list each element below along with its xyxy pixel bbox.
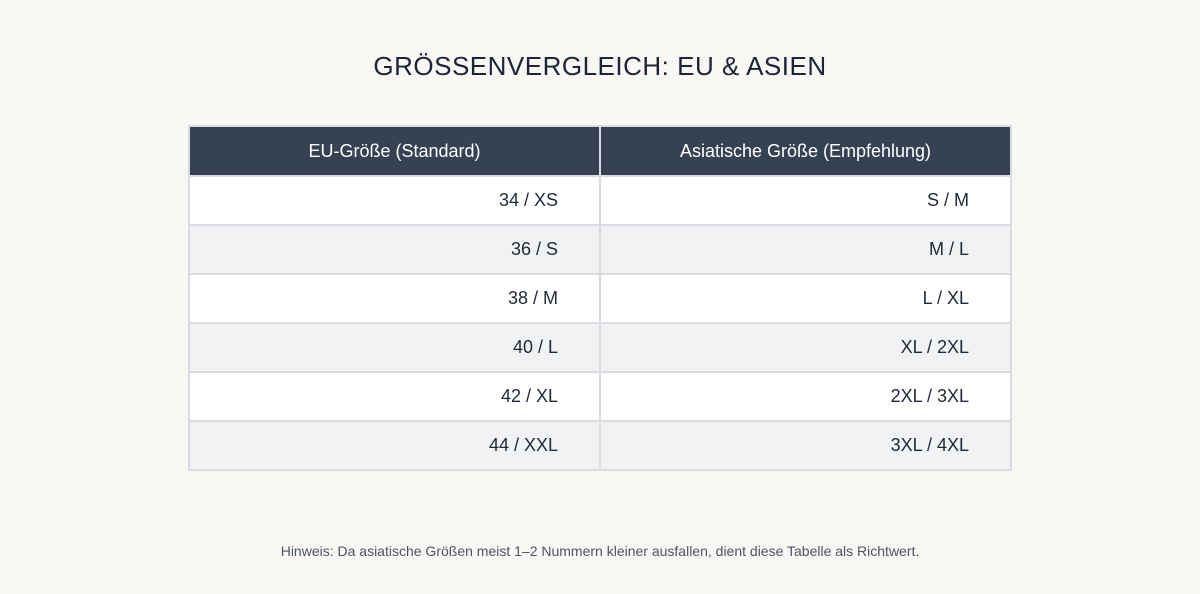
- table-row: 42 / XL 2XL / 3XL: [189, 371, 1011, 421]
- cell-asian-size: S / M: [600, 175, 1011, 225]
- header-asian-size: Asiatische Größe (Empfehlung): [600, 126, 1011, 176]
- table-row: 44 / XXL 3XL / 4XL: [189, 420, 1011, 470]
- cell-asian-size: XL / 2XL: [600, 322, 1011, 372]
- cell-eu-size: 44 / XXL: [189, 420, 601, 470]
- footnote: Hinweis: Da asiatische Größen meist 1–2 …: [280, 543, 920, 559]
- table-header: EU-Größe (Standard) Asiatische Größe (Em…: [189, 126, 1011, 176]
- page-title: GRÖSSENVERGLEICH: EU & ASIEN: [373, 51, 827, 81]
- table-body: 34 / XS S / M 36 / S M / L 38 / M L / XL…: [189, 175, 1011, 470]
- table-row: 40 / L XL / 2XL: [189, 322, 1011, 372]
- table-row: 34 / XS S / M: [189, 175, 1011, 225]
- cell-eu-size: 38 / M: [189, 273, 601, 323]
- cell-asian-size: L / XL: [600, 273, 1011, 323]
- cell-eu-size: 34 / XS: [189, 175, 601, 225]
- cell-asian-size: 2XL / 3XL: [600, 371, 1011, 421]
- cell-eu-size: 40 / L: [189, 322, 601, 372]
- cell-eu-size: 42 / XL: [189, 371, 601, 421]
- cell-asian-size: 3XL / 4XL: [600, 420, 1011, 470]
- cell-eu-size: 36 / S: [189, 224, 601, 274]
- header-eu-size: EU-Größe (Standard): [189, 126, 601, 176]
- cell-asian-size: M / L: [600, 224, 1011, 274]
- table-row: 38 / M L / XL: [189, 273, 1011, 323]
- table-row: 36 / S M / L: [189, 224, 1011, 274]
- header-row: EU-Größe (Standard) Asiatische Größe (Em…: [189, 126, 1011, 176]
- size-comparison-table: EU-Größe (Standard) Asiatische Größe (Em…: [188, 125, 1012, 471]
